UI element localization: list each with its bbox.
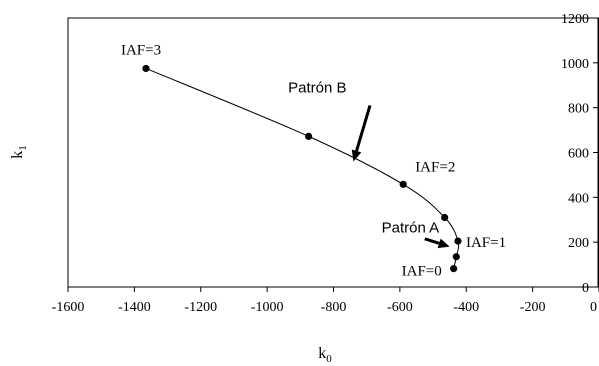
annotation-label: IAF=2 [415, 159, 455, 175]
x-tick-label: -600 [387, 300, 413, 315]
y-axis: 0 200 400 600 800 1000 1200 [561, 12, 599, 296]
y-tick-label: 1200 [561, 12, 589, 27]
series-layer [142, 64, 462, 273]
x-tick-label: -1000 [251, 300, 284, 315]
y-tick-label: 1000 [561, 57, 589, 72]
arrow-head [351, 149, 362, 162]
x-tick-label: -1200 [184, 300, 217, 315]
annotation-label: Patrón A [382, 220, 440, 237]
x-axis-title-sub: 0 [326, 353, 332, 365]
data-point [142, 64, 150, 73]
data-point [305, 132, 313, 140]
data-point [441, 213, 449, 222]
annotation-label: Patrón B [288, 79, 346, 96]
y-tick-label: 800 [568, 102, 589, 117]
x-tick-label: -1400 [118, 300, 151, 315]
annotation-layer: IAF=0 IAF=1 IAF=2 IAF=3 Patrón A Patrón B [121, 42, 506, 279]
x-tick-label: -800 [321, 300, 347, 315]
data-point [399, 180, 407, 188]
y-axis-title: k1 [9, 145, 29, 159]
y-axis-title-sub: 1 [17, 145, 29, 151]
annotation-label: IAF=1 [466, 235, 506, 251]
y-axis-title-main: k [9, 151, 26, 159]
x-tick-label: -1600 [52, 300, 85, 315]
data-point [450, 265, 458, 273]
data-point [452, 253, 460, 261]
x-tick-label: -200 [520, 300, 546, 315]
x-axis-title-main: k [318, 345, 326, 362]
annotation-label: IAF=3 [121, 42, 161, 58]
y-tick-label: 200 [568, 236, 589, 251]
x-axis: -1600 -1400 -1200 -1000 -800 -600 -400 -200 0 [52, 287, 599, 315]
arrow-shaft [424, 237, 440, 245]
arrow-shaft [355, 104, 372, 152]
y-tick-label: 600 [568, 147, 589, 162]
arrow-head [437, 238, 450, 249]
x-tick-label: 0 [590, 300, 597, 315]
x-tick-label: -400 [453, 300, 479, 315]
y-tick-label: 400 [568, 191, 589, 206]
x-axis-title: k0 [318, 345, 332, 365]
data-point [454, 237, 462, 245]
y-tick-label: 0 [582, 281, 589, 296]
annotation-label: IAF=0 [402, 264, 442, 280]
series-line [145, 67, 460, 269]
